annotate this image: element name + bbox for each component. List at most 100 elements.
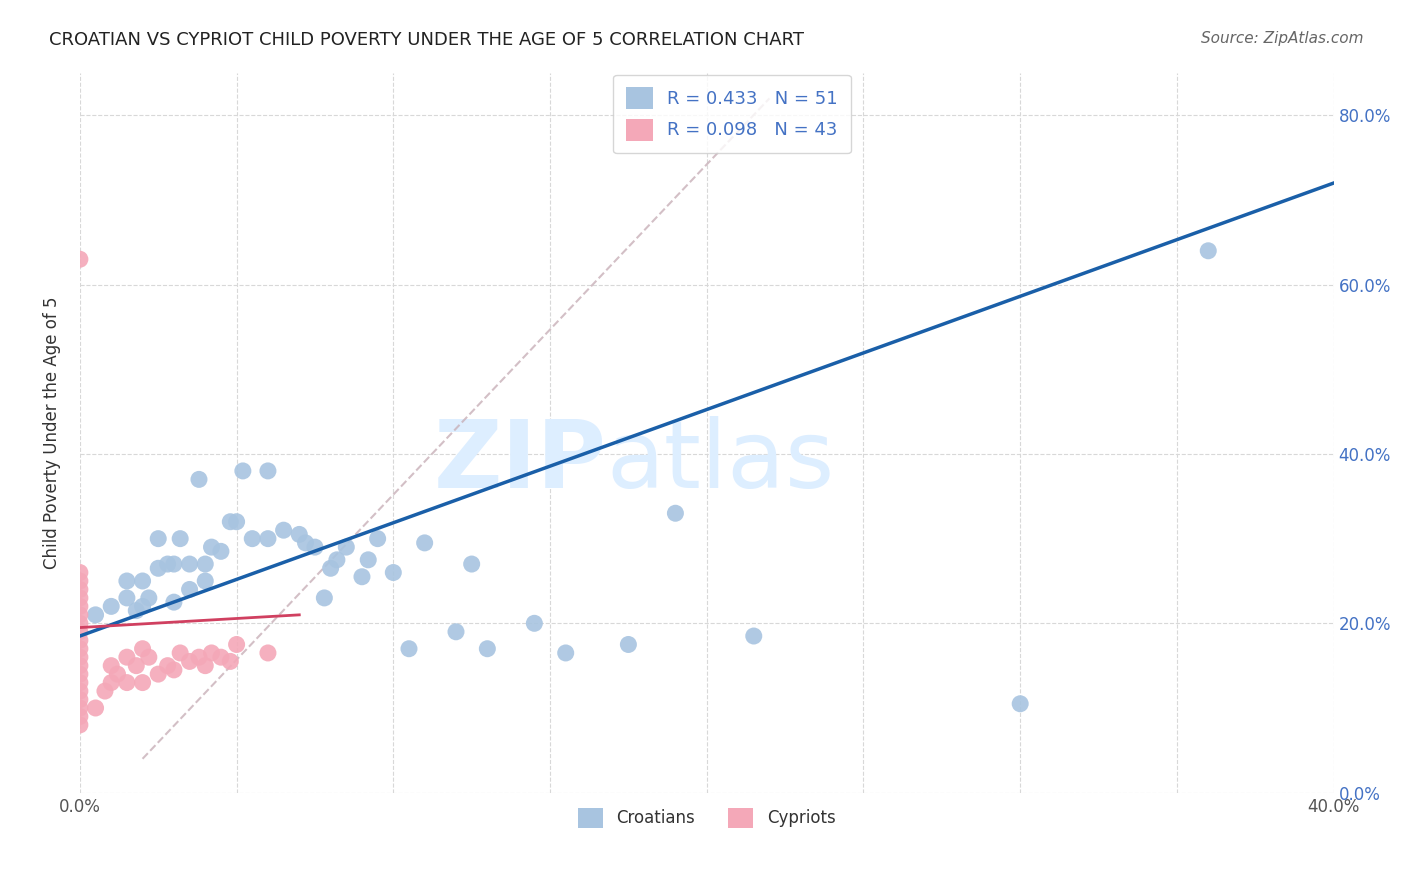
Point	[100, 599, 122, 614]
Point	[664, 506, 686, 520]
Point	[138, 591, 160, 605]
Point	[131, 599, 153, 614]
Point	[69, 658, 91, 673]
Point	[69, 650, 91, 665]
Point	[413, 536, 436, 550]
Point	[107, 667, 129, 681]
Point	[398, 641, 420, 656]
Point	[115, 650, 138, 665]
Point	[125, 658, 148, 673]
Point	[188, 472, 211, 486]
Point	[115, 574, 138, 588]
Point	[335, 540, 357, 554]
Point	[1010, 697, 1032, 711]
Legend: Croatians, Cypriots: Croatians, Cypriots	[571, 801, 842, 835]
Point	[131, 675, 153, 690]
Point	[169, 646, 191, 660]
Point	[69, 684, 91, 698]
Point	[148, 667, 170, 681]
Point	[69, 591, 91, 605]
Point	[100, 675, 122, 690]
Y-axis label: Child Poverty Under the Age of 5: Child Poverty Under the Age of 5	[44, 296, 60, 569]
Point	[225, 515, 247, 529]
Point	[240, 532, 263, 546]
Text: atlas: atlas	[606, 416, 835, 508]
Point	[209, 650, 232, 665]
Point	[294, 536, 316, 550]
Text: CROATIAN VS CYPRIOT CHILD POVERTY UNDER THE AGE OF 5 CORRELATION CHART: CROATIAN VS CYPRIOT CHILD POVERTY UNDER …	[49, 31, 804, 49]
Text: ZIP: ZIP	[433, 416, 606, 508]
Point	[100, 658, 122, 673]
Point	[444, 624, 467, 639]
Point	[156, 658, 179, 673]
Point	[194, 557, 217, 571]
Point	[69, 574, 91, 588]
Point	[179, 582, 201, 597]
Point	[273, 523, 295, 537]
Point	[554, 646, 576, 660]
Point	[156, 557, 179, 571]
Point	[179, 557, 201, 571]
Point	[69, 633, 91, 648]
Point	[742, 629, 765, 643]
Point	[115, 591, 138, 605]
Point	[163, 595, 186, 609]
Point	[219, 655, 242, 669]
Point	[288, 527, 311, 541]
Point	[460, 557, 482, 571]
Point	[257, 646, 280, 660]
Point	[209, 544, 232, 558]
Point	[69, 607, 91, 622]
Point	[163, 557, 186, 571]
Point	[219, 515, 242, 529]
Text: Source: ZipAtlas.com: Source: ZipAtlas.com	[1201, 31, 1364, 46]
Point	[69, 624, 91, 639]
Point	[131, 574, 153, 588]
Point	[523, 616, 546, 631]
Point	[225, 638, 247, 652]
Point	[125, 604, 148, 618]
Point	[69, 641, 91, 656]
Point	[326, 553, 349, 567]
Point	[477, 641, 499, 656]
Point	[617, 638, 640, 652]
Point	[84, 701, 107, 715]
Point	[382, 566, 405, 580]
Point	[350, 570, 373, 584]
Point	[69, 566, 91, 580]
Point	[148, 561, 170, 575]
Point	[200, 646, 222, 660]
Point	[148, 532, 170, 546]
Point	[69, 616, 91, 631]
Point	[232, 464, 254, 478]
Point	[115, 675, 138, 690]
Point	[69, 718, 91, 732]
Point	[304, 540, 326, 554]
Point	[357, 553, 380, 567]
Point	[69, 667, 91, 681]
Point	[200, 540, 222, 554]
Point	[188, 650, 211, 665]
Point	[163, 663, 186, 677]
Point	[194, 574, 217, 588]
Point	[257, 464, 280, 478]
Point	[1197, 244, 1219, 258]
Point	[319, 561, 342, 575]
Point	[169, 532, 191, 546]
Point	[84, 607, 107, 622]
Point	[69, 675, 91, 690]
Point	[257, 532, 280, 546]
Point	[69, 252, 91, 267]
Point	[69, 582, 91, 597]
Point	[69, 709, 91, 723]
Point	[314, 591, 336, 605]
Point	[179, 655, 201, 669]
Point	[367, 532, 389, 546]
Point	[138, 650, 160, 665]
Point	[69, 701, 91, 715]
Point	[131, 641, 153, 656]
Point	[69, 692, 91, 706]
Point	[94, 684, 117, 698]
Point	[69, 599, 91, 614]
Point	[194, 658, 217, 673]
